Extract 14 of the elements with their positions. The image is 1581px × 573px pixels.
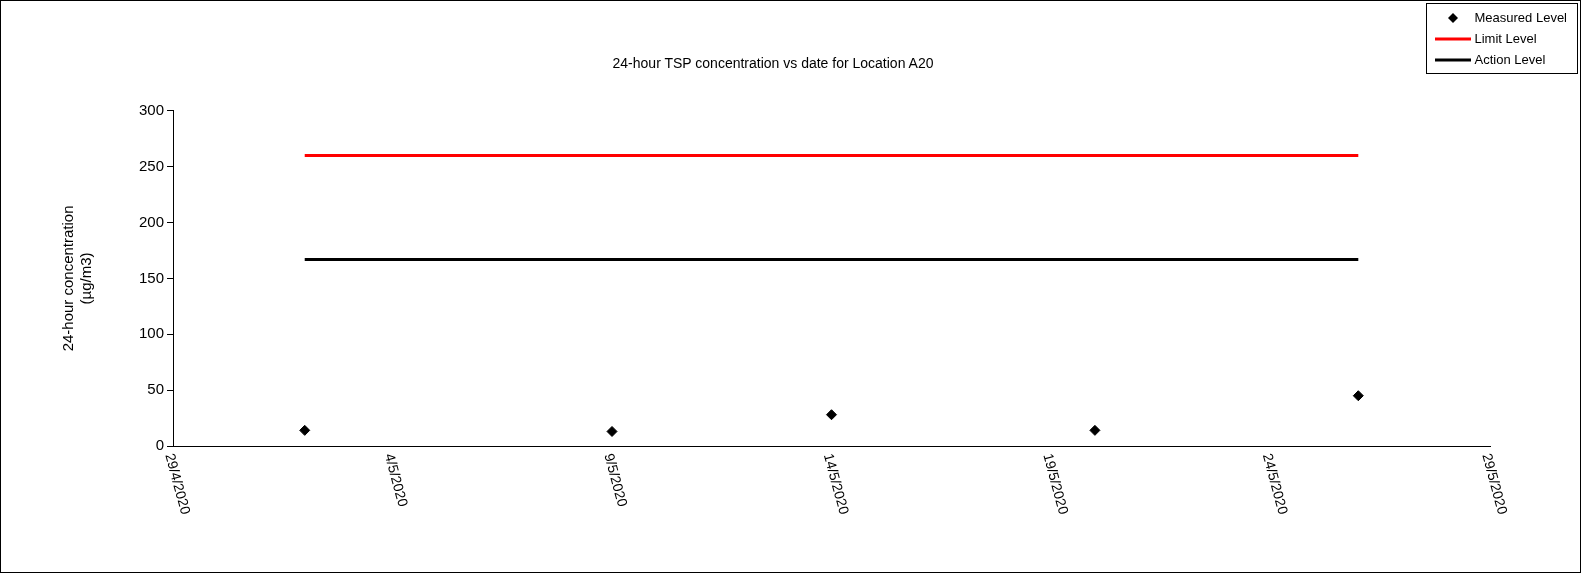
y-tick-label: 0 — [155, 436, 165, 454]
legend-label: Action Level — [1474, 52, 1546, 67]
y-tick-label: 300 — [139, 100, 165, 118]
y-tick-label: 50 — [147, 380, 165, 398]
legend-label: Limit Level — [1474, 31, 1537, 46]
y-tick-label: 200 — [139, 212, 165, 230]
chart-title: 24-hour TSP concentration vs date for Location A20 — [612, 55, 934, 72]
x-tick-label: 9/5/2020 — [601, 451, 632, 509]
y-tick-label: 100 — [139, 324, 165, 342]
legend-label: Measured Level — [1474, 10, 1567, 25]
y-axis-title: 24-hour concentration (µg/m3) — [59, 205, 95, 352]
y-tick-label: 250 — [139, 156, 165, 174]
x-tick-label: 4/5/2020 — [381, 451, 412, 509]
y-tick-label: 150 — [139, 268, 165, 286]
